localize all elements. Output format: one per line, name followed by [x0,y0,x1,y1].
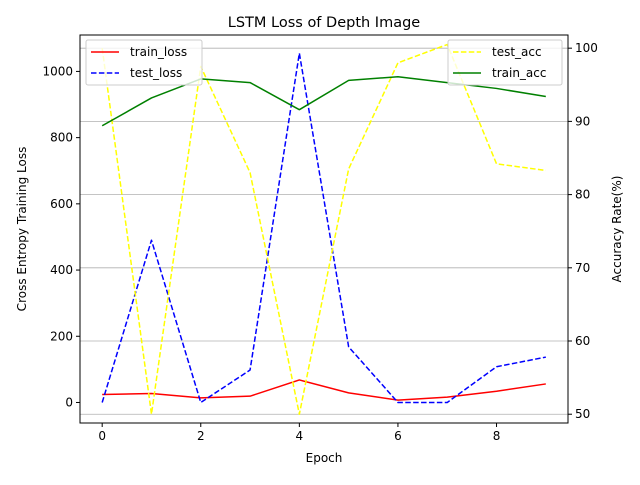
series-line-train_acc [101,75,546,127]
right-y-axis-label: Accuracy Rate(%) [610,176,624,283]
legend-left: train_loss test_loss [85,39,203,86]
x-tick-label: 0 [98,429,106,443]
x-tick-label: 8 [493,429,501,443]
legend-label-test_acc: test_acc [492,45,542,59]
legend-label-train_loss: train_loss [130,45,187,59]
legend-label-test_loss: test_loss [130,66,182,80]
right-y-tick-label: 70 [575,261,590,275]
left-y-tick-label: 600 [50,197,73,211]
grid-lines [80,47,568,415]
right-y-tick-label: 50 [575,407,590,421]
x-tick-label: 2 [197,429,205,443]
legend-label-train_acc: train_acc [492,66,546,80]
series-line-test_acc [101,43,546,415]
series-line-test_loss [101,52,546,404]
chart-title: LSTM Loss of Depth Image [228,15,421,31]
legend-right: test_acc train_acc [447,39,563,86]
x-axis-ticks: 0 2 4 6 8 [98,423,500,443]
right-y-tick-label: 90 [575,114,590,128]
left-y-axis-ticks: 0 200 400 600 800 1000 [42,64,80,409]
plot-frame [79,34,569,424]
right-y-tick-label: 60 [575,334,590,348]
series-lines [101,43,546,415]
left-y-tick-label: 800 [50,131,73,145]
x-tick-label: 6 [394,429,402,443]
x-axis-label: Epoch [306,451,343,465]
left-y-tick-label: 400 [50,263,73,277]
right-y-axis-ticks: 50 60 70 80 90 100 [568,41,598,421]
right-y-tick-label: 100 [575,41,598,55]
left-y-tick-label: 200 [50,329,73,343]
x-tick-label: 4 [296,429,304,443]
left-y-tick-label: 0 [65,395,73,409]
left-y-axis-label: Cross Entropy Training Loss [15,147,29,312]
series-line-train_loss [102,379,546,401]
right-y-tick-label: 80 [575,188,590,202]
left-y-tick-label: 1000 [42,64,73,78]
